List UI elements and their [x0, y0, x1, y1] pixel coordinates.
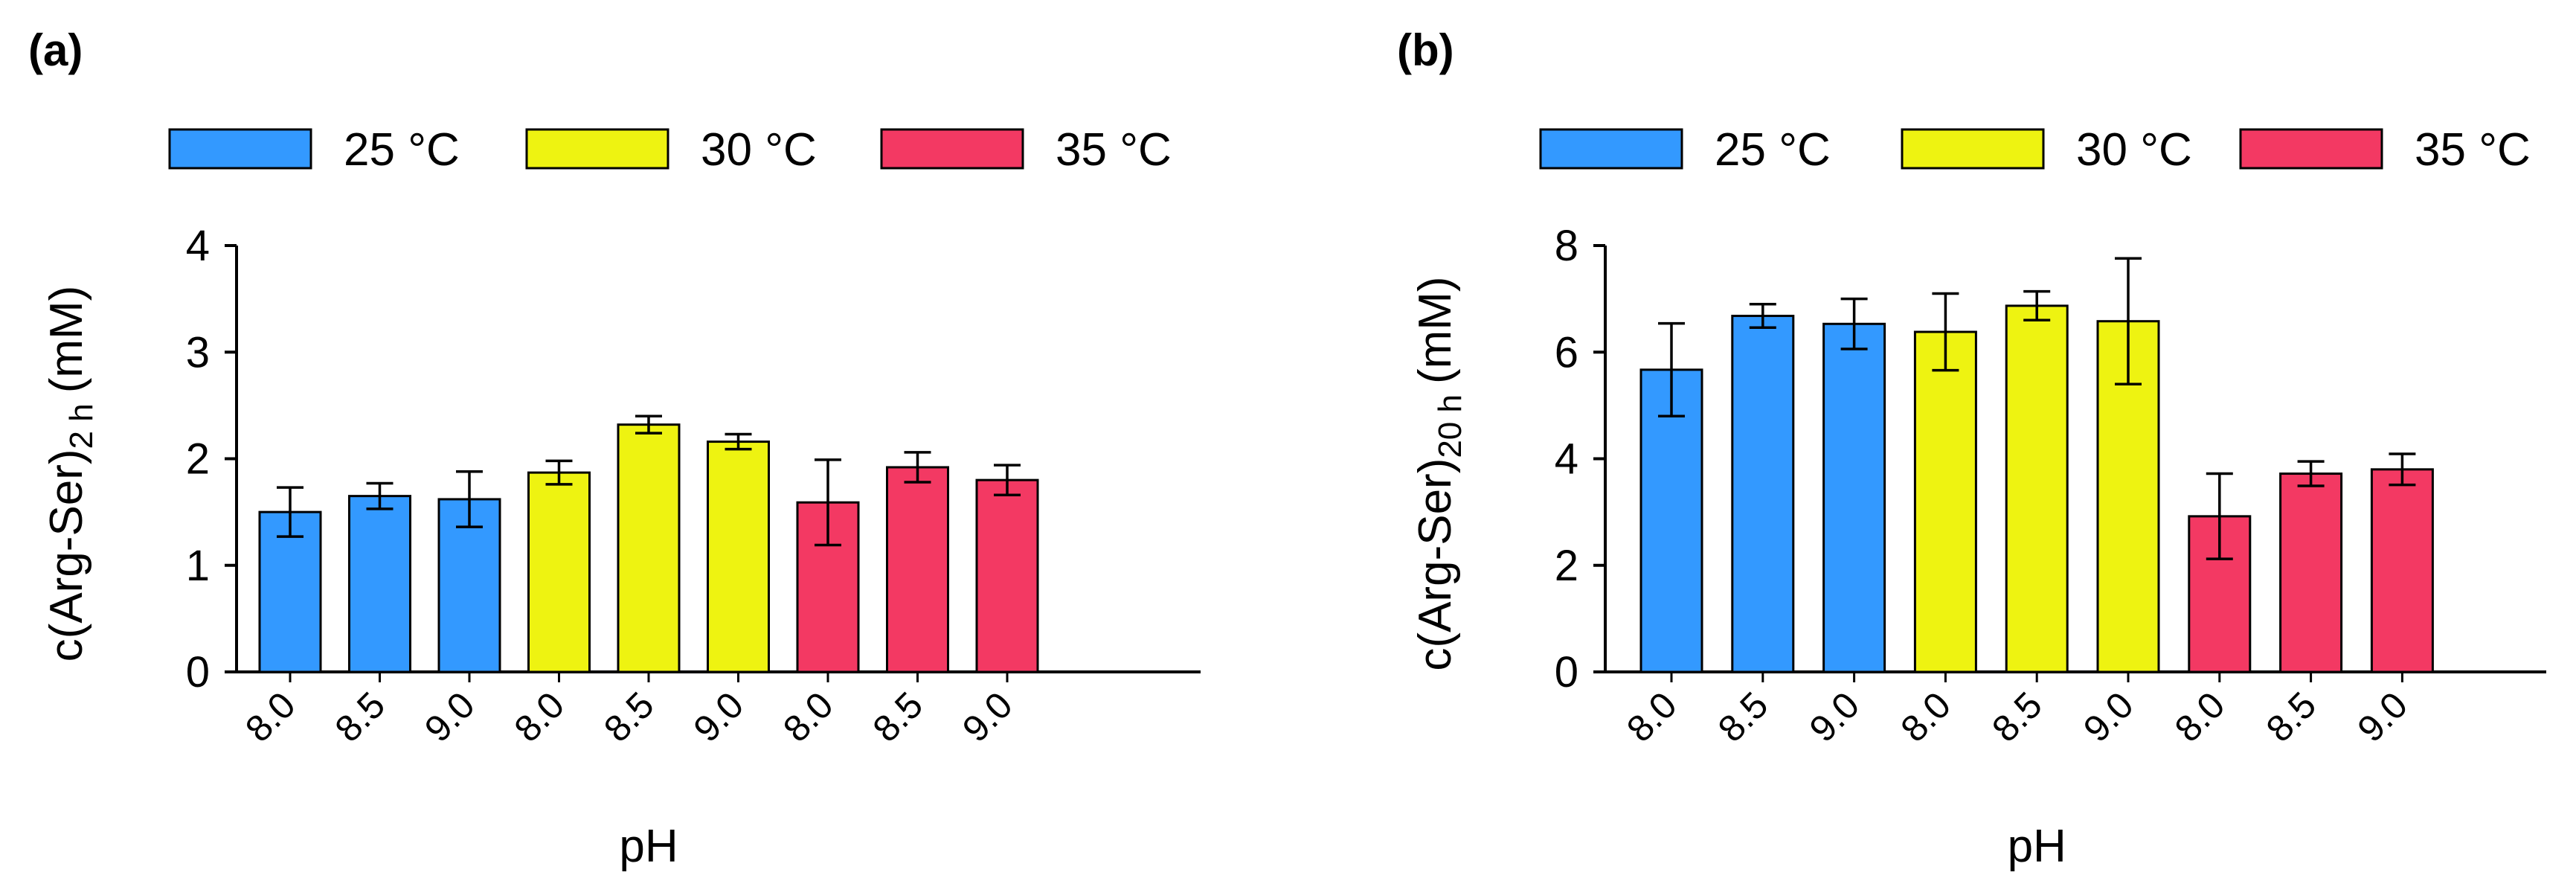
x-axis-label: pH — [619, 821, 678, 872]
bar — [886, 466, 949, 673]
x-tick-label: 9.0 — [1802, 684, 1868, 750]
y-tick-label: 8 — [1555, 222, 1578, 270]
x-tick-label: 8.5 — [596, 684, 662, 750]
bar — [527, 471, 591, 673]
x-tick-label: 9.0 — [2075, 684, 2142, 750]
bar — [2005, 304, 2069, 673]
y-label-subscript: 2 h — [63, 403, 100, 449]
bar — [1639, 368, 1703, 673]
bar — [1913, 330, 1977, 673]
y-label-subscript: 20 h — [1432, 394, 1468, 458]
y-tick-label: 2 — [1555, 542, 1578, 590]
x-tick-label: 9.0 — [417, 684, 483, 750]
x-tick-label: 8.5 — [1710, 684, 1776, 750]
legend-label: 35 °C — [1056, 124, 1172, 176]
bar — [348, 495, 411, 673]
y-tick-label: 0 — [186, 648, 210, 696]
x-tick-label: 8.0 — [2167, 684, 2233, 750]
legend-swatch — [880, 128, 1024, 170]
panel-label: (b) — [1397, 25, 1454, 75]
x-tick-label: 9.0 — [2349, 684, 2415, 750]
legend-swatch — [525, 128, 669, 170]
x-tick-label: 8.5 — [1984, 684, 2050, 750]
panel-a: (a) 25 °C 30 °C 35 °C 0 1 2 3 4 c(Arg-Ser)2 h (mM)… — [28, 25, 1201, 872]
panel-label: (a) — [28, 25, 83, 75]
x-axis-label: pH — [2008, 821, 2066, 872]
y-tick-label: 4 — [186, 222, 210, 270]
x-tick-label: 8.0 — [237, 684, 303, 750]
legend-swatch — [1539, 128, 1683, 170]
legend: 25 °C 30 °C 35 °C — [168, 124, 1172, 176]
y-tick-label: 0 — [1555, 648, 1578, 696]
bar — [1822, 322, 1886, 673]
x-tick-label: 9.0 — [686, 684, 752, 750]
x-tick-label: 9.0 — [954, 684, 1021, 750]
y-tick-label: 4 — [1555, 435, 1578, 484]
bar — [1731, 315, 1795, 673]
legend-label: 30 °C — [2076, 124, 2192, 176]
x-tick-label: 8.0 — [507, 684, 573, 750]
legend-label: 25 °C — [1715, 124, 1831, 176]
legend-swatch — [1901, 128, 2045, 170]
y-axis-label: c(Arg-Ser)20 h (mM) — [1410, 276, 1468, 670]
y-tick-label: 6 — [1555, 328, 1578, 377]
legend: 25 °C 30 °C 35 °C — [1539, 124, 2531, 176]
bar — [617, 423, 681, 673]
x-tick-label: 8.5 — [2258, 684, 2325, 750]
x-tick-label: 8.0 — [1892, 684, 1959, 750]
legend-label: 30 °C — [701, 124, 817, 176]
legend-label: 25 °C — [344, 124, 460, 176]
y-label-unit: (mM) — [41, 286, 92, 394]
bar — [707, 440, 770, 673]
x-tick-label: 8.0 — [1619, 684, 1685, 750]
y-axis-label: c(Arg-Ser)2 h (mM) — [41, 286, 100, 662]
x-tick-label: 8.5 — [327, 684, 394, 750]
y-tick-label: 3 — [186, 328, 210, 377]
y-label-unit: (mM) — [1410, 276, 1461, 384]
y-label-main: c(Arg-Ser) — [41, 449, 92, 661]
y-label-main: c(Arg-Ser) — [1410, 458, 1461, 671]
y-tick-label: 1 — [186, 542, 210, 590]
x-tick-label: 8.5 — [865, 684, 931, 750]
y-tick-label: 2 — [186, 435, 210, 484]
legend-swatch — [168, 128, 312, 170]
bar — [2370, 468, 2434, 673]
bar — [975, 478, 1039, 673]
legend-swatch — [2239, 128, 2383, 170]
x-tick-label: 8.0 — [775, 684, 841, 750]
bar — [2279, 472, 2343, 673]
legend-label: 35 °C — [2415, 124, 2531, 176]
panel-b: (b) 25 °C 30 °C 35 °C 0 2 4 6 8 c(Arg-Ser)20 h (mM… — [1397, 25, 2546, 872]
